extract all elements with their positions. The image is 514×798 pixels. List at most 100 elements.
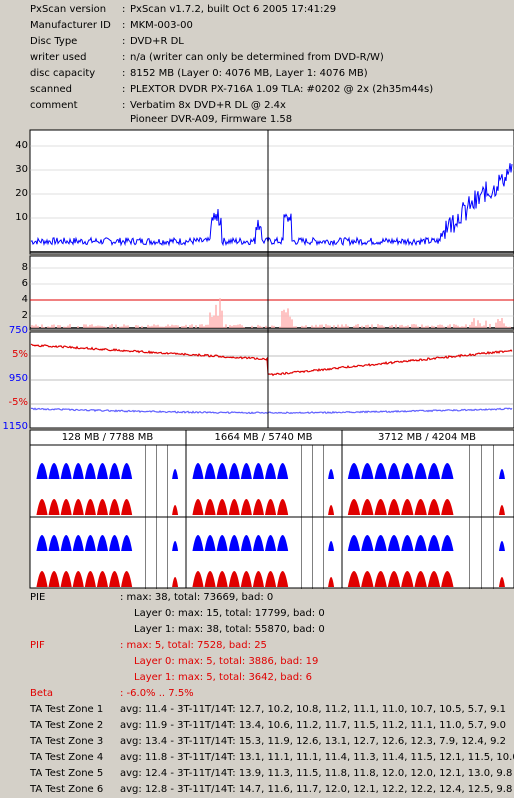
ta-peak-blue [277,535,289,551]
pie-tick: 40 [15,140,28,151]
ta-value: avg: 13.4 - 3T-11T/14T: 15.3, 11.9, 12.6… [120,736,506,747]
ta-peak-blue [172,541,179,551]
ta-peak-blue [441,463,454,479]
beta-line [30,343,513,377]
ta-peak-blue [228,535,240,551]
ta-peak-blue [108,535,121,551]
info-key: comment [30,100,78,111]
ta-peak-red [48,499,60,515]
ta-peak-red [172,505,179,515]
ta-peak-blue [48,535,60,551]
scan-info-panel: PxScan version : PxScan v1.7.2, built Oc… [0,0,514,128]
jitter-graph [30,343,513,415]
info-value: Verbatim 8x DVD+R DL @ 2.4x [130,100,286,111]
ta-peak-red [328,505,335,515]
ta-peak-blue [60,463,72,479]
ta-peak-red [264,571,277,587]
pif-tick: 6 [21,278,28,289]
ta-peak-red [441,571,454,587]
info-value: DVD+R DL [130,36,184,47]
pie-graph [30,163,513,247]
ta-peak-blue [84,463,96,479]
ta-peak-blue [361,535,374,551]
ta-peak-red [441,499,454,515]
info-key: disc capacity [30,68,96,79]
ta-peak-red [60,571,72,587]
ta-peak-red [204,571,216,587]
ta-peak-blue [72,463,84,479]
ta-peak-blue [192,535,204,551]
jitter-grid [30,355,514,405]
beta-tick: -5% [8,397,28,408]
ta-peak-blue [108,463,121,479]
ta-peak-red [96,571,108,587]
ta-peak-blue [498,469,505,479]
ta-peak-blue [441,535,454,551]
ta-peak-red [72,571,84,587]
info-key: PxScan version [30,4,107,15]
ta-zones [29,429,514,589]
ta-peak-blue [414,463,427,479]
ta-peak-blue [228,463,240,479]
pif-tick: 8 [21,262,28,273]
ta-peak-blue [252,463,264,479]
ta-peak-red [192,571,204,587]
ta-peak-red [328,577,335,587]
ta-peak-red [240,571,252,587]
ta-peak-blue [387,463,401,479]
ta-peak-red [277,499,289,515]
info-key: Manufacturer ID [30,20,111,31]
pif-layer1: Layer 1: max: 5, total: 3642, bad: 6 [134,672,312,683]
ta-peak-blue [328,469,335,479]
ta-peak-red [414,499,427,515]
pie-total: : max: 38, total: 73669, bad: 0 [120,592,274,603]
ta-label: TA Test Zone 4 [30,752,104,763]
ta-peak-blue [414,535,427,551]
ta-peak-red [498,505,505,515]
ta-peak-red [347,499,361,515]
ta-peak-blue [204,463,216,479]
ta-peak-red [240,499,252,515]
ta-peak-red [361,571,374,587]
pie-line [30,163,513,247]
jitter-tick: 750 [8,325,28,336]
scan-plot-area: 40 30 20 10 8 6 4 2 750 5% 950 -5% 1150 … [0,128,514,590]
ta-peak-blue [84,535,96,551]
ta-label: TA Test Zone 2 [30,720,104,731]
ta-peak-blue [240,535,252,551]
ta-peak-blue [121,535,133,551]
ta-peak-red [427,571,441,587]
beta-value: : -6.0% .. 7.5% [120,688,194,699]
pif-graph [31,298,511,328]
info-colon: : [122,68,126,79]
info-key: writer used [30,52,87,63]
info-colon: : [122,20,126,31]
ta-peak-red [36,499,48,515]
pie-layer0: Layer 0: max: 15, total: 17799, bad: 0 [134,608,325,619]
ta-zone-header: 3712 MB / 4204 MB [378,432,476,443]
ta-peak-red [108,499,121,515]
ta-peak-red [277,571,289,587]
ta-peak-blue [96,463,108,479]
pie-tick: 30 [15,164,28,175]
pie-panel [29,129,514,255]
ta-peak-blue [427,535,441,551]
ta-peak-blue [172,469,179,479]
ta-peak-red [121,571,133,587]
ta-peak-red [84,571,96,587]
ta-peak-red [172,577,179,587]
ta-peak-blue [252,535,264,551]
info-value: 8152 MB (Layer 0: 4076 MB, Layer 1: 4076… [130,68,368,79]
ta-peak-red [347,571,361,587]
ta-peak-blue [36,535,48,551]
ta-value: avg: 11.4 - 3T-11T/14T: 12.7, 10.2, 10.8… [120,704,506,715]
ta-peak-blue [401,535,414,551]
ta-peak-red [84,499,96,515]
ta-label: TA Test Zone 6 [30,784,104,795]
pie-tick: 10 [15,212,28,223]
ta-peak-red [374,571,387,587]
ta-zone-header: 128 MB / 7788 MB [61,432,154,443]
pie-label: PIE [30,592,46,603]
info-key: scanned [30,84,73,95]
ta-peak-red [36,571,48,587]
